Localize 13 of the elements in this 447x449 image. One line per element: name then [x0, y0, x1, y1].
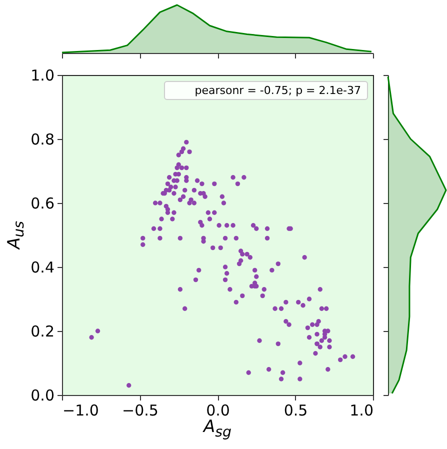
- y-tick-label: 0.6: [30, 194, 54, 212]
- x-axis-title: A$_{sg}$: [203, 417, 232, 440]
- x-tick-label: 1.0: [350, 402, 374, 420]
- note-box: pearsonr = -0.75; p = 2.1e-37: [164, 81, 368, 100]
- y-tick-label: 0.0: [30, 386, 54, 404]
- x-tick-label: −0.5: [122, 402, 158, 420]
- y-tick-label: 0.8: [30, 130, 54, 148]
- y-tick-label: 1.0: [30, 66, 54, 84]
- x-tick-label: −1.0: [62, 402, 99, 420]
- x-tick-label: 0.5: [284, 402, 308, 420]
- x-tick-label: 0.0: [206, 402, 230, 420]
- y-tick-label: 0.2: [30, 322, 54, 340]
- y-tick-label: 0.4: [30, 258, 54, 276]
